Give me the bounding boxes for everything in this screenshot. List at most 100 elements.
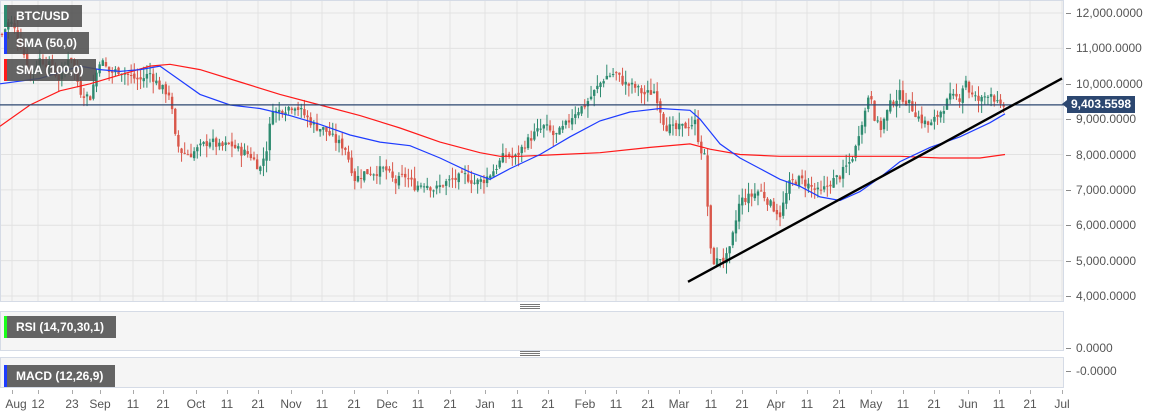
- candle-bullish: [287, 106, 290, 111]
- time-axis-label: 21: [156, 397, 170, 411]
- pane-resize-handle[interactable]: [520, 304, 540, 309]
- legend-btcusd[interactable]: BTC/USD: [4, 5, 82, 27]
- candle-bullish: [533, 131, 536, 140]
- time-axis-label: 21: [832, 397, 846, 411]
- candle-bullish: [986, 96, 990, 98]
- candle-bearish: [662, 113, 665, 125]
- price-axis-label: 8,000.0000: [1076, 147, 1137, 162]
- candle-bullish: [589, 96, 593, 100]
- rsi-panel[interactable]: [0, 311, 1064, 351]
- candle-bullish: [908, 99, 911, 104]
- axis-tick: [871, 390, 872, 394]
- candle-bullish: [271, 110, 275, 125]
- candle-bullish: [895, 100, 898, 107]
- candle-bullish: [192, 151, 196, 159]
- candle-bearish: [615, 72, 618, 74]
- candle-bearish: [904, 100, 908, 105]
- candle-bearish: [233, 144, 237, 148]
- price-chart-panel[interactable]: [0, 0, 1064, 302]
- macd-panel[interactable]: [0, 357, 1064, 388]
- axis-tick: [1066, 48, 1071, 50]
- candle-bullish: [208, 142, 212, 147]
- candle-bearish: [804, 179, 807, 187]
- price-axis-label: 6,000.0000: [1076, 218, 1137, 233]
- candle-bearish: [696, 118, 700, 143]
- candle-bearish: [359, 178, 363, 180]
- candle-bullish: [218, 142, 221, 147]
- candle-bearish: [136, 77, 139, 80]
- candle-bearish: [400, 173, 404, 175]
- candle-bearish: [246, 151, 249, 155]
- candle-bearish: [511, 156, 514, 158]
- candle-bearish: [167, 92, 171, 96]
- candle-bullish: [85, 94, 89, 97]
- candle-bullish: [485, 176, 489, 184]
- axis-tick: [258, 390, 259, 394]
- candle-bullish: [148, 73, 152, 75]
- candle-bullish: [715, 258, 719, 266]
- candle-bullish: [293, 108, 297, 111]
- candle-bearish: [255, 159, 259, 170]
- candle-bullish: [690, 125, 694, 127]
- candle-bearish: [129, 75, 133, 77]
- candle-bearish: [656, 91, 659, 104]
- candle-bullish: [520, 146, 523, 154]
- legend-macd[interactable]: MACD (12,26,9): [4, 365, 115, 387]
- legend-sma100[interactable]: SMA (100,0): [4, 59, 96, 81]
- candle-bullish: [974, 95, 977, 97]
- axis-tick: [968, 390, 969, 394]
- candle-bullish: [989, 94, 993, 97]
- candle-bearish: [977, 95, 980, 101]
- candle-bullish: [574, 114, 577, 118]
- candle-bearish: [914, 112, 917, 118]
- legend-sma50[interactable]: SMA (50,0): [4, 32, 89, 54]
- candle-bullish: [476, 179, 479, 185]
- candle-bearish: [810, 184, 813, 187]
- candle-bearish: [819, 189, 823, 191]
- candle-bullish: [536, 128, 539, 132]
- axis-tick: [1066, 154, 1071, 156]
- candle-bullish: [155, 80, 158, 84]
- candle-bearish: [375, 174, 379, 176]
- candle-bearish: [750, 193, 753, 197]
- candle-bullish: [199, 143, 202, 146]
- time-axis-label: 11: [992, 397, 1006, 411]
- candle-bearish: [643, 91, 646, 95]
- candle-bullish: [671, 124, 675, 126]
- candle-bullish: [416, 185, 419, 191]
- axis-tick: [1066, 371, 1071, 372]
- series-color-swatch: [4, 365, 7, 387]
- candle-bullish: [3, 29, 7, 35]
- price-axis-label: 9,000.0000: [1076, 112, 1137, 127]
- candle-bearish: [334, 134, 338, 143]
- candle-bullish: [939, 111, 942, 118]
- candle-bullish: [703, 153, 706, 155]
- legend-rsi[interactable]: RSI (14,70,30,1): [4, 316, 116, 338]
- time-axis-label: 21: [541, 397, 555, 411]
- candle-bearish: [993, 95, 996, 102]
- candle-bullish: [863, 110, 867, 127]
- pane-resize-handle[interactable]: [520, 351, 540, 356]
- axis-tick: [903, 390, 904, 394]
- price-axis-label: 4,000.0000: [1076, 289, 1137, 303]
- candle-bearish: [460, 171, 464, 173]
- axis-tick: [163, 390, 164, 394]
- time-axis-label: 11: [704, 397, 718, 411]
- candle-bearish: [706, 155, 709, 207]
- macd-axis-label: -0.0000: [1076, 364, 1117, 378]
- candle-bearish: [107, 66, 111, 73]
- candle-bullish: [300, 108, 303, 110]
- time-axis-label: 11: [800, 397, 814, 411]
- candle-bullish: [492, 171, 495, 177]
- candle-bullish: [857, 136, 860, 146]
- candle-bullish: [378, 166, 382, 177]
- candle-bearish: [892, 101, 895, 106]
- candle-bearish: [133, 73, 136, 79]
- candle-bearish: [829, 184, 832, 187]
- candle-bearish: [221, 142, 224, 147]
- candle-bearish: [315, 122, 319, 131]
- candle-bullish: [747, 193, 750, 204]
- candle-bullish: [608, 75, 612, 77]
- axis-tick: [776, 390, 777, 394]
